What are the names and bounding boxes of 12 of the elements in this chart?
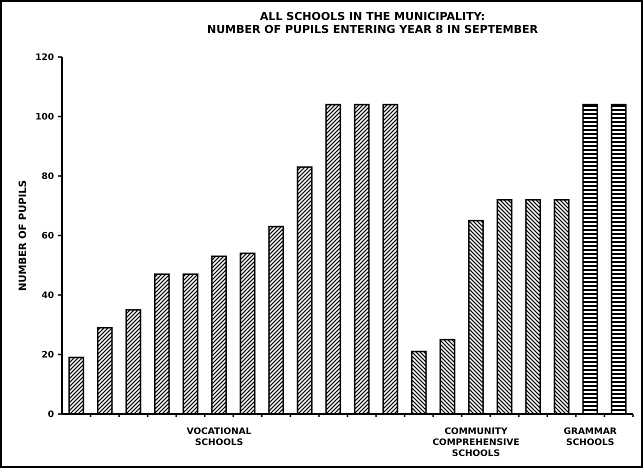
y-tick-label: 20 [41, 350, 54, 361]
chart-title: ALL SCHOOLS IN THE MUNICIPALITY: NUMBER OF PUPILS ENTERING YEAR 8 IN SEPTEMBER [207, 10, 539, 36]
y-tick-label: 100 [35, 112, 54, 123]
y-tick-label: 80 [41, 172, 54, 182]
x-tick-label: GRAMMAR SCHOOLS [564, 427, 617, 448]
y-tick-label: 0 [48, 410, 54, 420]
y-tick-label: 60 [41, 232, 54, 242]
y-tick-label: 40 [41, 291, 54, 302]
y-tick-label: 120 [35, 53, 54, 64]
x-tick-label: VOCATIONAL SCHOOLS [186, 427, 252, 448]
x-tick-label: COMMUNITY COMPREHENSIVE SCHOOLS [432, 427, 520, 459]
y-axis-title: NUMBER OF PUPILS [18, 180, 29, 291]
